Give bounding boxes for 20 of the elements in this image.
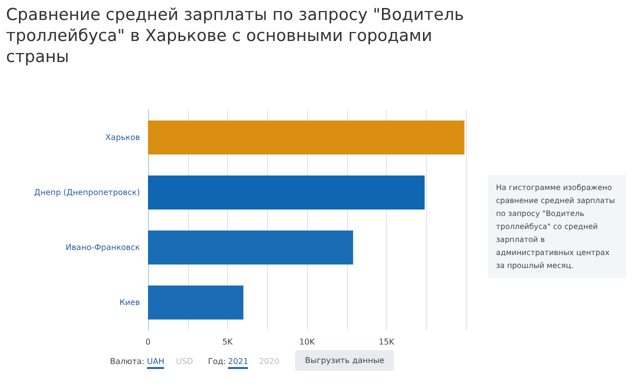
y-tick-label: Ивано-Франковск <box>66 243 140 252</box>
bar <box>148 120 464 155</box>
text: UAH <box>147 357 164 369</box>
text: 2020 <box>259 357 280 366</box>
x-tick-label: 0 <box>145 338 151 346</box>
x-tick-label: 15K <box>378 338 395 346</box>
bar <box>148 175 425 210</box>
text: USD <box>176 357 194 366</box>
chart-title: Сравнение средней зарплаты по запросу "Водитель троллейбуса" в Харькове с основными городами страны <box>6 4 465 67</box>
x-tick-label: 5K <box>222 338 234 346</box>
y-tick-label: Киев <box>119 298 140 307</box>
export-button: Выгрузить данные <box>295 350 394 371</box>
text: 2021 <box>228 357 248 369</box>
bar <box>148 285 244 320</box>
text: Год: <box>208 357 226 366</box>
y-tick-label: Днепр (Днепропетровск) <box>34 188 140 197</box>
x-tick-label: 10K <box>299 338 316 346</box>
y-tick-label: Харьков <box>105 133 140 142</box>
bar <box>148 230 354 265</box>
text: Валюта: <box>110 357 144 366</box>
